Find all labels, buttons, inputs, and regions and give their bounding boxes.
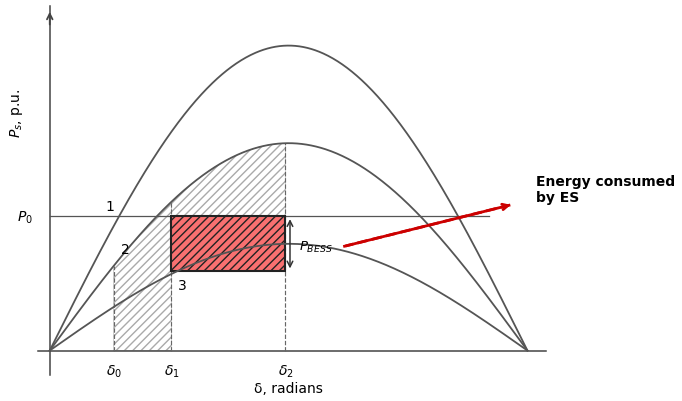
Text: $\delta_1$: $\delta_1$ xyxy=(164,363,179,379)
Text: 2: 2 xyxy=(121,243,130,257)
Text: $\delta_0$: $\delta_0$ xyxy=(106,363,121,379)
Text: Energy consumed
by ES: Energy consumed by ES xyxy=(536,174,675,205)
Text: 3: 3 xyxy=(177,279,186,292)
Text: $P_{BESS}$: $P_{BESS}$ xyxy=(299,239,333,255)
Text: 1: 1 xyxy=(105,200,114,214)
Text: $\delta_2$: $\delta_2$ xyxy=(278,363,293,379)
Text: $P_0$: $P_0$ xyxy=(17,209,33,225)
Text: $P_s$, p.u.: $P_s$, p.u. xyxy=(8,89,25,138)
Bar xyxy=(171,217,286,271)
Text: δ, radians: δ, radians xyxy=(254,381,323,395)
